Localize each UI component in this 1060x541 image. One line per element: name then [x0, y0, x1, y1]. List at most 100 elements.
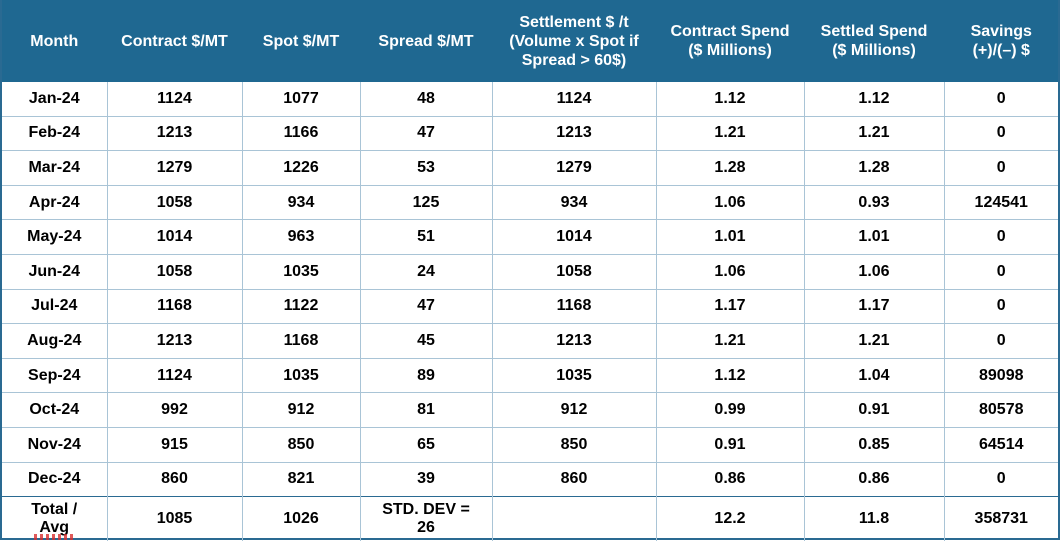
cell-month: Apr-24 — [2, 184, 107, 220]
cell-settled-spend: 1.12 — [803, 82, 944, 117]
cell-settlement: 1279 — [491, 150, 656, 186]
cell-contract-spend: 1.12 — [655, 357, 804, 393]
cell-settlement: 912 — [491, 392, 656, 428]
cell-savings: 0 — [943, 253, 1058, 290]
header-month: Month — [2, 0, 107, 82]
header-contract-price: Contract $/MT — [106, 0, 242, 82]
cell-savings: 80578 — [943, 392, 1058, 428]
cell-savings: 0 — [943, 82, 1058, 117]
cell-contract-price: 915 — [106, 426, 242, 463]
cell-contract-spend: 0.86 — [655, 461, 804, 497]
cell-contract-price: 1124 — [106, 82, 242, 117]
cell-spot-price: 963 — [241, 219, 360, 255]
cell-settlement: 1168 — [491, 288, 656, 324]
cell-month: Sep-24 — [2, 357, 107, 393]
cell-savings: 0 — [943, 288, 1058, 324]
cell-contract-price: 1058 — [106, 184, 242, 220]
cell-savings: 124541 — [943, 184, 1058, 220]
cell-month: Jun-24 — [2, 253, 107, 290]
table-row: Dec-24 860 821 39 860 0.86 0.86 0 — [2, 461, 1058, 497]
cell-contract-price: 1213 — [106, 115, 242, 151]
cell-contract-price: 1213 — [106, 323, 242, 359]
cell-savings: 64514 — [943, 426, 1058, 463]
cell-spread: 89 — [359, 357, 492, 393]
cell-settled-spend: 1.17 — [803, 288, 944, 324]
cell-spread: 39 — [359, 461, 492, 497]
cell-settled-spend: 0.91 — [803, 392, 944, 428]
cell-contract-spend: 1.21 — [655, 115, 804, 151]
cell-spread: 81 — [359, 392, 492, 428]
cell-settlement: 1035 — [491, 357, 656, 393]
cell-settlement: 1213 — [491, 323, 656, 359]
table-row: Aug-24 1213 1168 45 1213 1.21 1.21 0 — [2, 323, 1058, 359]
header-spot-price: Spot $/MT — [241, 0, 360, 82]
cell-spot-price: 821 — [241, 461, 360, 497]
cell-settlement: 860 — [491, 461, 656, 497]
cell-month: Oct-24 — [2, 392, 107, 428]
cell-spread: 24 — [359, 253, 492, 290]
table-row: Feb-24 1213 1166 47 1213 1.21 1.21 0 — [2, 115, 1058, 151]
cell-savings: 0 — [943, 323, 1058, 359]
table-row: Jun-24 1058 1035 24 1058 1.06 1.06 0 — [2, 253, 1058, 290]
table-row: Sep-24 1124 1035 89 1035 1.12 1.04 89098 — [2, 357, 1058, 393]
cell-spot-price: 1226 — [241, 150, 360, 186]
cell-contract-price: 1124 — [106, 357, 242, 393]
cell-settlement: 1213 — [491, 115, 656, 151]
cell-spot-price: 850 — [241, 426, 360, 463]
cell-spot-price: 1077 — [241, 82, 360, 117]
cell-spread: 48 — [359, 82, 492, 117]
table-row: Jul-24 1168 1122 47 1168 1.17 1.17 0 — [2, 288, 1058, 324]
cell-contract-spend: 1.01 — [655, 219, 804, 255]
cell-month: Mar-24 — [2, 150, 107, 186]
cell-spread: 47 — [359, 288, 492, 324]
header-settled-spend: Settled Spend ($ Millions) — [803, 0, 944, 82]
cell-spread: 53 — [359, 150, 492, 186]
cell-contract-spend: 1.06 — [655, 253, 804, 290]
cell-settlement: 1124 — [491, 82, 656, 117]
table-row: Mar-24 1279 1226 53 1279 1.28 1.28 0 — [2, 150, 1058, 186]
cell-contract-price: 1168 — [106, 288, 242, 324]
cell-spread: 47 — [359, 115, 492, 151]
cell-contract-spend: 0.99 — [655, 392, 804, 428]
cell-spot-price: 912 — [241, 392, 360, 428]
cell-savings: 0 — [943, 219, 1058, 255]
cell-contract-spend: 0.91 — [655, 426, 804, 463]
header-savings: Savings (+)/(–) $ — [943, 0, 1058, 82]
cell-settled-spend: 0.86 — [803, 461, 944, 497]
table-row: Jan-24 1124 1077 48 1124 1.12 1.12 0 — [2, 82, 1058, 117]
stamp-mark — [34, 534, 76, 540]
cell-month: Feb-24 — [2, 115, 107, 151]
cell-settlement: 1058 — [491, 253, 656, 290]
cell-settled-spend: 0.85 — [803, 426, 944, 463]
cell-contract-price: 1014 — [106, 219, 242, 255]
cell-contract-price: 860 — [106, 461, 242, 497]
table-row: Oct-24 992 912 81 912 0.99 0.91 80578 — [2, 392, 1058, 428]
cell-spot-price: 1035 — [241, 357, 360, 393]
cell-contract-spend: 1.21 — [655, 323, 804, 359]
cell-settled-spend: 1.21 — [803, 115, 944, 151]
cell-contract-spend: 1.17 — [655, 288, 804, 324]
total-cell-settlement — [491, 496, 656, 541]
cell-settled-spend: 1.06 — [803, 253, 944, 290]
cell-month: Dec-24 — [2, 461, 107, 497]
cell-settled-spend: 0.93 — [803, 184, 944, 220]
cell-spot-price: 1035 — [241, 253, 360, 290]
cell-spot-price: 1122 — [241, 288, 360, 324]
cell-contract-spend: 1.06 — [655, 184, 804, 220]
total-row: Total / Avg 1085 1026 STD. DEV = 26 12.2 11.8 35… — [2, 496, 1058, 541]
cell-spread: 65 — [359, 426, 492, 463]
total-cell-contract-spend: 12.2 — [655, 496, 804, 541]
total-cell-settled-spend: 11.8 — [803, 496, 944, 541]
table-row: May-24 1014 963 51 1014 1.01 1.01 0 — [2, 219, 1058, 255]
header-spread: Spread $/MT — [359, 0, 492, 82]
cell-contract-spend: 1.28 — [655, 150, 804, 186]
cell-spot-price: 1166 — [241, 115, 360, 151]
header-settlement: Settlement $ /t (Volume x Spot if Spread >… — [491, 0, 656, 82]
cell-spot-price: 934 — [241, 184, 360, 220]
cell-spread: 45 — [359, 323, 492, 359]
cell-spread: 51 — [359, 219, 492, 255]
cell-settlement: 850 — [491, 426, 656, 463]
cell-savings: 0 — [943, 115, 1058, 151]
cell-contract-price: 1279 — [106, 150, 242, 186]
